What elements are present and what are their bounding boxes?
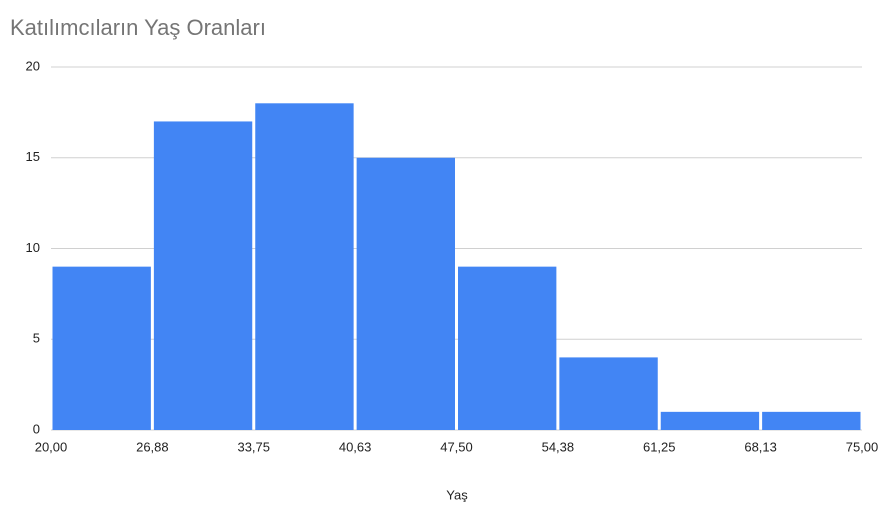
x-tick-label: 20,00 — [35, 439, 68, 454]
x-axis-label: Yaş — [446, 487, 468, 502]
bar — [559, 357, 658, 430]
y-tick-label: 10 — [26, 240, 40, 255]
x-tick-label: 54,38 — [542, 439, 575, 454]
x-tick-label: 33,75 — [237, 439, 270, 454]
bar — [660, 411, 760, 430]
y-tick-label: 5 — [33, 331, 40, 346]
x-tick-label: 75,00 — [846, 439, 879, 454]
y-tick-label: 0 — [33, 421, 40, 436]
x-tick-label: 26,88 — [136, 439, 169, 454]
x-tick-label: 47,50 — [440, 439, 473, 454]
y-tick-label: 20 — [26, 58, 40, 73]
x-tick-label: 61,25 — [643, 439, 676, 454]
bar — [762, 411, 861, 430]
bar — [52, 266, 151, 430]
x-tick-label: 68,13 — [744, 439, 777, 454]
bar — [153, 121, 253, 430]
chart-title: Katılımcıların Yaş Oranları — [10, 15, 266, 40]
bar — [255, 103, 354, 431]
bar — [356, 157, 455, 430]
x-tick-label: 40,63 — [339, 439, 372, 454]
y-tick-label: 15 — [26, 149, 40, 164]
bar — [458, 266, 557, 430]
